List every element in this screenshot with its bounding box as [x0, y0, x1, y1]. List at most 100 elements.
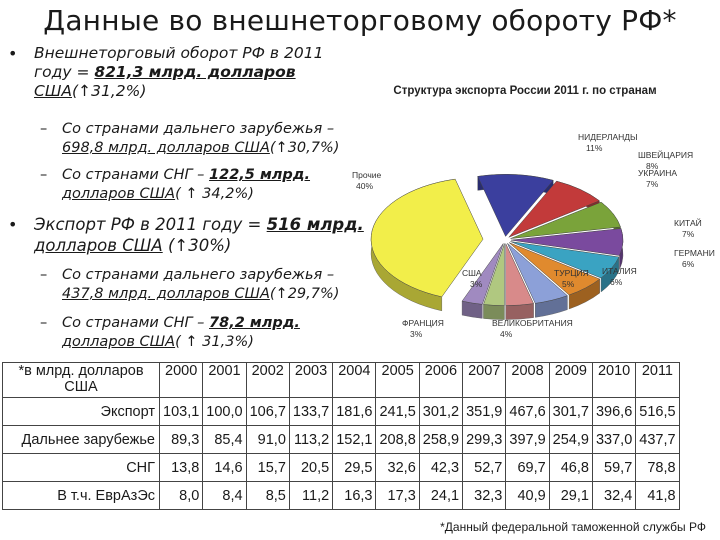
table-row: СНГ 13,8 14,6 15,7 20,5 29,5 32,6 42,3 52,7 69,7 4…	[2, 453, 680, 482]
pie-label: ГЕРМАНИЯ	[674, 248, 715, 258]
pie-slice	[508, 242, 601, 296]
row-label: Экспорт	[2, 397, 160, 426]
year-header: 2002	[245, 362, 290, 398]
table-cell: 29,5	[332, 453, 377, 482]
chart-title: Структура экспорта России 2011 г. по стр…	[393, 85, 656, 97]
year-header: 2001	[202, 362, 247, 398]
table-cell: 20,5	[288, 453, 334, 482]
table-cell: 254,9	[548, 425, 593, 454]
table-cell: 52,7	[462, 453, 507, 482]
pie-label: УКРАИНА	[638, 168, 677, 178]
pie-value-label: 5%	[562, 279, 575, 289]
table-cell: 397,9	[505, 425, 550, 454]
table-cell: 299,3	[462, 425, 507, 454]
table-cell: 8,4	[202, 481, 247, 510]
pie-value-label: 6%	[610, 277, 623, 287]
pie-value-label: 4%	[500, 329, 513, 339]
pie-slice	[510, 201, 621, 239]
pie-label: ИТАЛИЯ	[602, 266, 637, 276]
table-cell: 13,8	[158, 453, 204, 482]
table-header-row: *в млрд. долларов США 2000 2001 2002 2003 200…	[2, 362, 680, 398]
year-header: 2006	[418, 362, 464, 398]
pie-label: ТУРЦИЯ	[554, 268, 589, 278]
pie-label: ВЕЛИКОБРИТАНИЯ	[492, 318, 573, 328]
up-arrow-icon: ↑	[275, 286, 288, 302]
row-label: В т.ч. ЕврАзЭс	[2, 481, 160, 510]
export-structure-pie-chart: Структура экспорта России 2011 г. по стр…	[352, 85, 715, 339]
row-label: Дальнее зарубежье	[2, 425, 160, 454]
table-cell: 24,1	[418, 481, 464, 510]
up-arrow-icon: ↑	[78, 82, 92, 100]
table-cell: 516,5	[635, 397, 680, 426]
pie-slice	[483, 243, 505, 306]
table-cell: 113,2	[288, 425, 334, 454]
up-arrow-icon: ↑	[275, 140, 288, 156]
table-cell: 46,8	[548, 453, 593, 482]
year-header: 2010	[591, 362, 637, 398]
table-cell: 103,1	[158, 397, 204, 426]
table-cell: 32,3	[462, 481, 507, 510]
table-cell: 437,7	[635, 425, 680, 454]
pie-value-label: 7%	[646, 179, 659, 189]
pie-label: КИТАЙ	[674, 217, 702, 228]
table-cell: 8,5	[245, 481, 290, 510]
table-cell: 467,6	[505, 397, 550, 426]
export-value: 516 млрд.	[266, 215, 364, 234]
pie-value-label: 40%	[356, 181, 373, 191]
pie-value-label: 8%	[646, 161, 659, 171]
table-cell: 258,9	[418, 425, 464, 454]
pie-value-label: 6%	[682, 259, 695, 269]
pie-value-label: 7%	[682, 229, 695, 239]
bullet-text: Внешнеторговый оборот РФ в 2011	[34, 44, 324, 62]
table-cell: 133,7	[288, 397, 334, 426]
table-cell: 152,1	[332, 425, 377, 454]
pie-slice	[508, 180, 600, 238]
table-cell: 29,1	[548, 481, 593, 510]
table-cell: 42,3	[418, 453, 464, 482]
year-header: 2005	[375, 362, 420, 398]
table-cell: 208,8	[375, 425, 420, 454]
table-cell: 241,5	[375, 397, 420, 426]
pie-slice	[461, 243, 504, 305]
table-cell: 85,4	[202, 425, 247, 454]
up-arrow-icon: ↑	[185, 186, 198, 202]
table-cell: 41,8	[635, 481, 680, 510]
pie-slice	[477, 174, 554, 237]
pie-slice	[510, 228, 624, 256]
table-cell: 32,6	[375, 453, 420, 482]
table-cell: 301,7	[548, 397, 593, 426]
pie-label: ФРАНЦИЯ	[402, 318, 444, 328]
table-cell: 40,9	[505, 481, 550, 510]
table-cell: 32,4	[591, 481, 637, 510]
pie-label: НИДЕРЛАНДЫ	[578, 132, 638, 142]
pie-value-label: 3%	[470, 279, 483, 289]
slide-title: Данные во внешнеторговому обороту РФ*	[43, 4, 677, 37]
table-row: В т.ч. ЕврАзЭс 8,0 8,4 8,5 11,2 16,3 17,3 24,1 3…	[2, 481, 680, 510]
year-header: 2004	[332, 362, 377, 398]
pie-label: Прочие	[352, 170, 382, 180]
year-header: 2011	[635, 362, 680, 398]
pie-slice	[370, 178, 484, 298]
table-cell: 351,9	[462, 397, 507, 426]
table-cell: 78,8	[635, 453, 680, 482]
pie-label: США	[462, 268, 482, 278]
pie-slice	[507, 243, 568, 304]
table-cell: 14,6	[202, 453, 247, 482]
pie-label: ШВЕЙЦАРИЯ	[638, 149, 693, 160]
year-header: 2000	[158, 362, 204, 398]
table-row: Экспорт 103,1 100,0 106,7 133,7 181,6 241,5 301…	[2, 397, 680, 426]
table-cell: 16,3	[332, 481, 377, 510]
table-cell: 89,3	[158, 425, 204, 454]
table-cell: 17,3	[375, 481, 420, 510]
year-header: 2008	[505, 362, 550, 398]
pie-value-label: 11%	[586, 143, 603, 153]
table-cell: 69,7	[505, 453, 550, 482]
year-header: 2009	[548, 362, 593, 398]
table-header-label: *в млрд. долларов США	[2, 362, 160, 398]
table-cell: 15,7	[245, 453, 290, 482]
table-cell: 8,0	[158, 481, 204, 510]
table-cell: 396,6	[591, 397, 637, 426]
table-cell: 59,7	[591, 453, 637, 482]
turnover-value: 821,3 млрд. долларов	[94, 63, 296, 81]
row-label: СНГ	[2, 453, 160, 482]
